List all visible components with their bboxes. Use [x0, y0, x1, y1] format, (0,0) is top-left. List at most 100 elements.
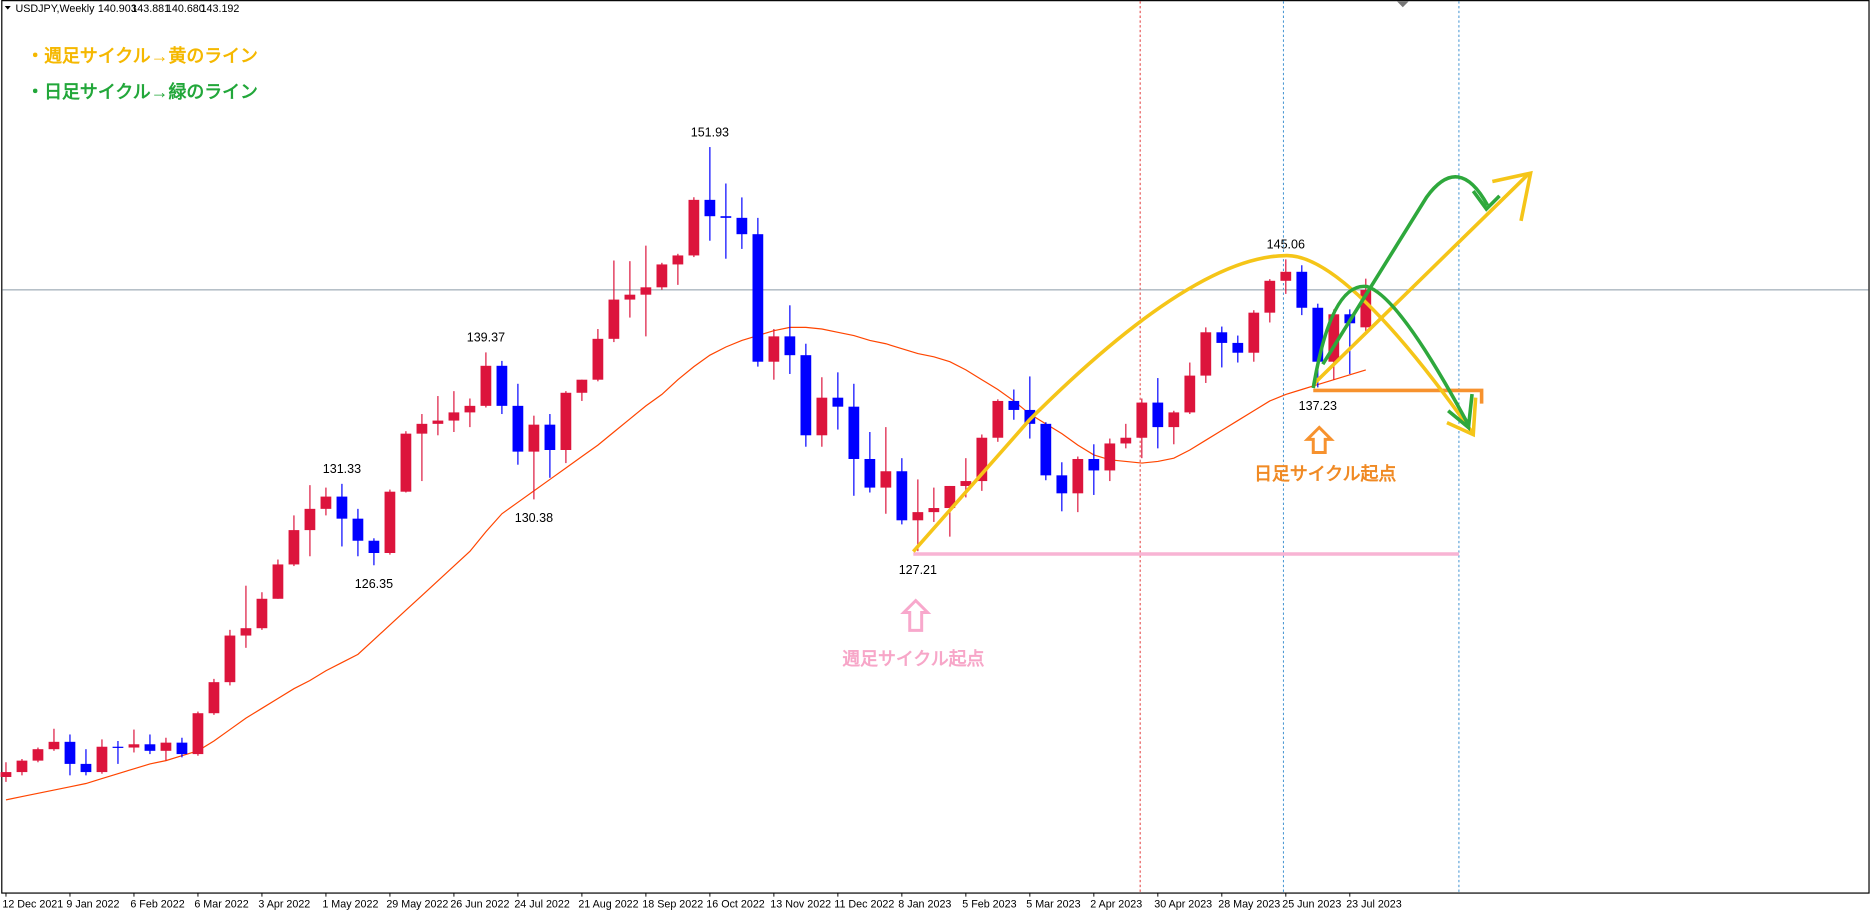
- header-value: 143.192: [201, 3, 240, 15]
- candle-body: [1328, 314, 1340, 362]
- moving-average: [5, 326, 1366, 801]
- x-tick-label: 12 Dec 2021: [2, 898, 63, 910]
- candle-body: [1312, 307, 1324, 362]
- overlay-lines: [1139, 1, 1460, 894]
- candle-body: [32, 749, 44, 761]
- x-tick-label: 2 Apr 2023: [1090, 898, 1142, 910]
- daily-start-label: 日足サイクル起点: [1254, 463, 1396, 484]
- candle-body: [80, 763, 92, 773]
- x-tick-label: 9 Jan 2022: [66, 898, 119, 910]
- candle-body: [1184, 375, 1196, 413]
- candle-body: [560, 392, 572, 450]
- header-value: 140.903: [98, 3, 137, 15]
- candle-body: [1056, 475, 1068, 494]
- candle-body: [944, 485, 956, 509]
- candle-body: [1200, 332, 1212, 376]
- x-tick-label: 11 Dec 2022: [834, 898, 894, 910]
- candle-body: [336, 496, 348, 519]
- candle-body: [1168, 412, 1180, 428]
- x-tick-label: 8 Jan 2023: [898, 898, 951, 910]
- weekly-start-label: 週足サイクル起点: [842, 648, 984, 669]
- candle-body: [1264, 280, 1276, 313]
- candle-body: [1088, 458, 1100, 471]
- x-tick-label: 18 Sep 2022: [642, 898, 703, 910]
- candle-body: [1072, 458, 1084, 494]
- candle-body: [288, 530, 300, 565]
- candle-body: [96, 746, 108, 773]
- candle-body: [656, 264, 668, 288]
- candle-body: [752, 234, 764, 362]
- x-tick-label: 25 Jun 2023: [1282, 898, 1341, 910]
- price-label: 131.33: [323, 462, 361, 476]
- candle-body: [1104, 443, 1116, 471]
- arrow-head: [1491, 170, 1533, 222]
- candle-body: [768, 336, 780, 362]
- x-tick-label: 6 Feb 2022: [130, 898, 184, 910]
- candle-body: [608, 299, 620, 339]
- price-label: 126.35: [355, 577, 393, 591]
- weekly-legend: ・週足サイクル→黄のライン: [26, 45, 258, 66]
- x-tick-label: 28 May 2023: [1218, 898, 1280, 910]
- candle-body: [432, 420, 444, 424]
- x-tick-label: 30 Apr 2023: [1154, 898, 1212, 910]
- candle-body: [464, 405, 476, 413]
- candle-body: [192, 713, 204, 755]
- shift-marker: [1396, 1, 1409, 8]
- candle-body: [640, 287, 652, 295]
- candle-body: [480, 365, 492, 406]
- candle-body: [928, 508, 940, 513]
- series: [0, 147, 1372, 801]
- candle-body: [224, 635, 236, 683]
- weekly-cycle-curve: [911, 253, 1474, 553]
- candle-body: [400, 433, 412, 492]
- candle-body: [576, 379, 588, 393]
- candle-body: [208, 682, 220, 714]
- candle-body: [1280, 271, 1292, 281]
- candle-body: [1120, 437, 1132, 444]
- candle-body: [384, 491, 396, 553]
- candle-body: [880, 471, 892, 488]
- candle-body: [1296, 271, 1308, 308]
- candle-body: [784, 336, 796, 356]
- candle-body: [320, 496, 332, 509]
- x-tick-label: 24 Jul 2022: [514, 898, 570, 910]
- weekly-cycle-line: [1312, 173, 1530, 386]
- candle-body: [112, 746, 124, 748]
- candle-body: [1360, 289, 1372, 328]
- candle-body: [64, 741, 76, 764]
- candle-body: [912, 512, 924, 521]
- daily-cycle-curve: [1311, 284, 1471, 426]
- x-tick-label: 3 Apr 2022: [258, 898, 310, 910]
- candle-body: [864, 458, 876, 488]
- candle-body: [16, 760, 28, 773]
- candle-body: [448, 412, 460, 421]
- x-tick-label: 1 May 2022: [322, 898, 378, 910]
- candle-body: [176, 742, 188, 755]
- candle-body: [672, 255, 684, 265]
- candle-body: [128, 744, 140, 748]
- candle-body: [736, 217, 748, 235]
- candle-body: [48, 741, 60, 750]
- candle-body: [1136, 402, 1148, 438]
- candle-body: [1152, 402, 1164, 428]
- candle-body: [352, 518, 364, 541]
- candle-body: [368, 540, 380, 553]
- candle-body: [992, 400, 1004, 438]
- price-label: 145.06: [1267, 238, 1305, 252]
- header-icon: [4, 6, 11, 10]
- candle-body: [1232, 342, 1244, 353]
- x-tick-label: 21 Aug 2022: [578, 898, 638, 910]
- x-tick-label: 29 May 2022: [386, 898, 448, 910]
- candle-body: [1248, 312, 1260, 353]
- candle-body: [960, 481, 972, 486]
- daily-legend: ・日足サイクル→緑のライン: [26, 81, 258, 102]
- price-label: 137.23: [1299, 399, 1337, 413]
- x-tick-label: 23 Jul 2023: [1346, 898, 1402, 910]
- header: USDJPY,Weekly 140.903 143.881 140.680 14…: [4, 3, 240, 15]
- candle-body: [1008, 400, 1020, 410]
- chart-frame: [1, 0, 1870, 894]
- candle-body: [720, 216, 732, 218]
- candle-body: [144, 744, 156, 751]
